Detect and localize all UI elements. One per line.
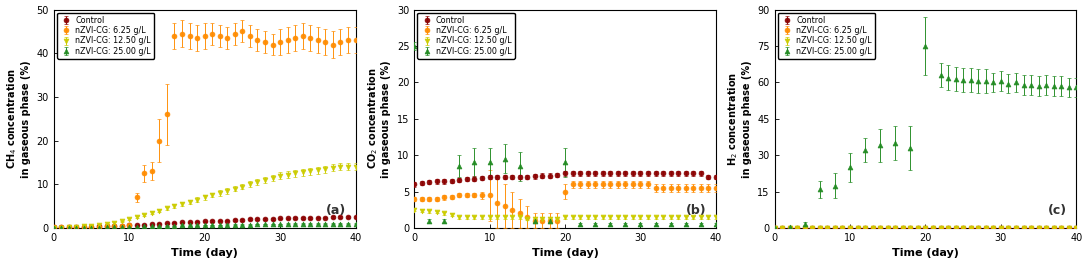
Y-axis label: CH$_4$ concentration
in gaseous phase (%): CH$_4$ concentration in gaseous phase (%… bbox=[5, 60, 30, 178]
Text: (a): (a) bbox=[326, 204, 346, 217]
Legend: Control, nZVI-CG: 6.25 g/L, nZVI-CG: 12.50 g/L, nZVI-CG: 25.00 g/L: Control, nZVI-CG: 6.25 g/L, nZVI-CG: 12.… bbox=[418, 13, 515, 59]
X-axis label: Time (day): Time (day) bbox=[171, 248, 238, 258]
X-axis label: Time (day): Time (day) bbox=[532, 248, 598, 258]
X-axis label: Time (day): Time (day) bbox=[892, 248, 959, 258]
Text: (b): (b) bbox=[687, 204, 707, 217]
Legend: Control, nZVI-CG: 6.25 g/L, nZVI-CG: 12.50 g/L, nZVI-CG: 25.00 g/L: Control, nZVI-CG: 6.25 g/L, nZVI-CG: 12.… bbox=[778, 13, 875, 59]
Text: (c): (c) bbox=[1048, 204, 1067, 217]
Y-axis label: H$_2$ concentration
in gaseous phase (%): H$_2$ concentration in gaseous phase (%) bbox=[726, 60, 752, 178]
Y-axis label: CO$_2$ concentration
in gaseous phase (%): CO$_2$ concentration in gaseous phase (%… bbox=[366, 60, 392, 178]
Legend: Control, nZVI-CG: 6.25 g/L, nZVI-CG: 12.50 g/L, nZVI-CG: 25.00 g/L: Control, nZVI-CG: 6.25 g/L, nZVI-CG: 12.… bbox=[57, 13, 154, 59]
